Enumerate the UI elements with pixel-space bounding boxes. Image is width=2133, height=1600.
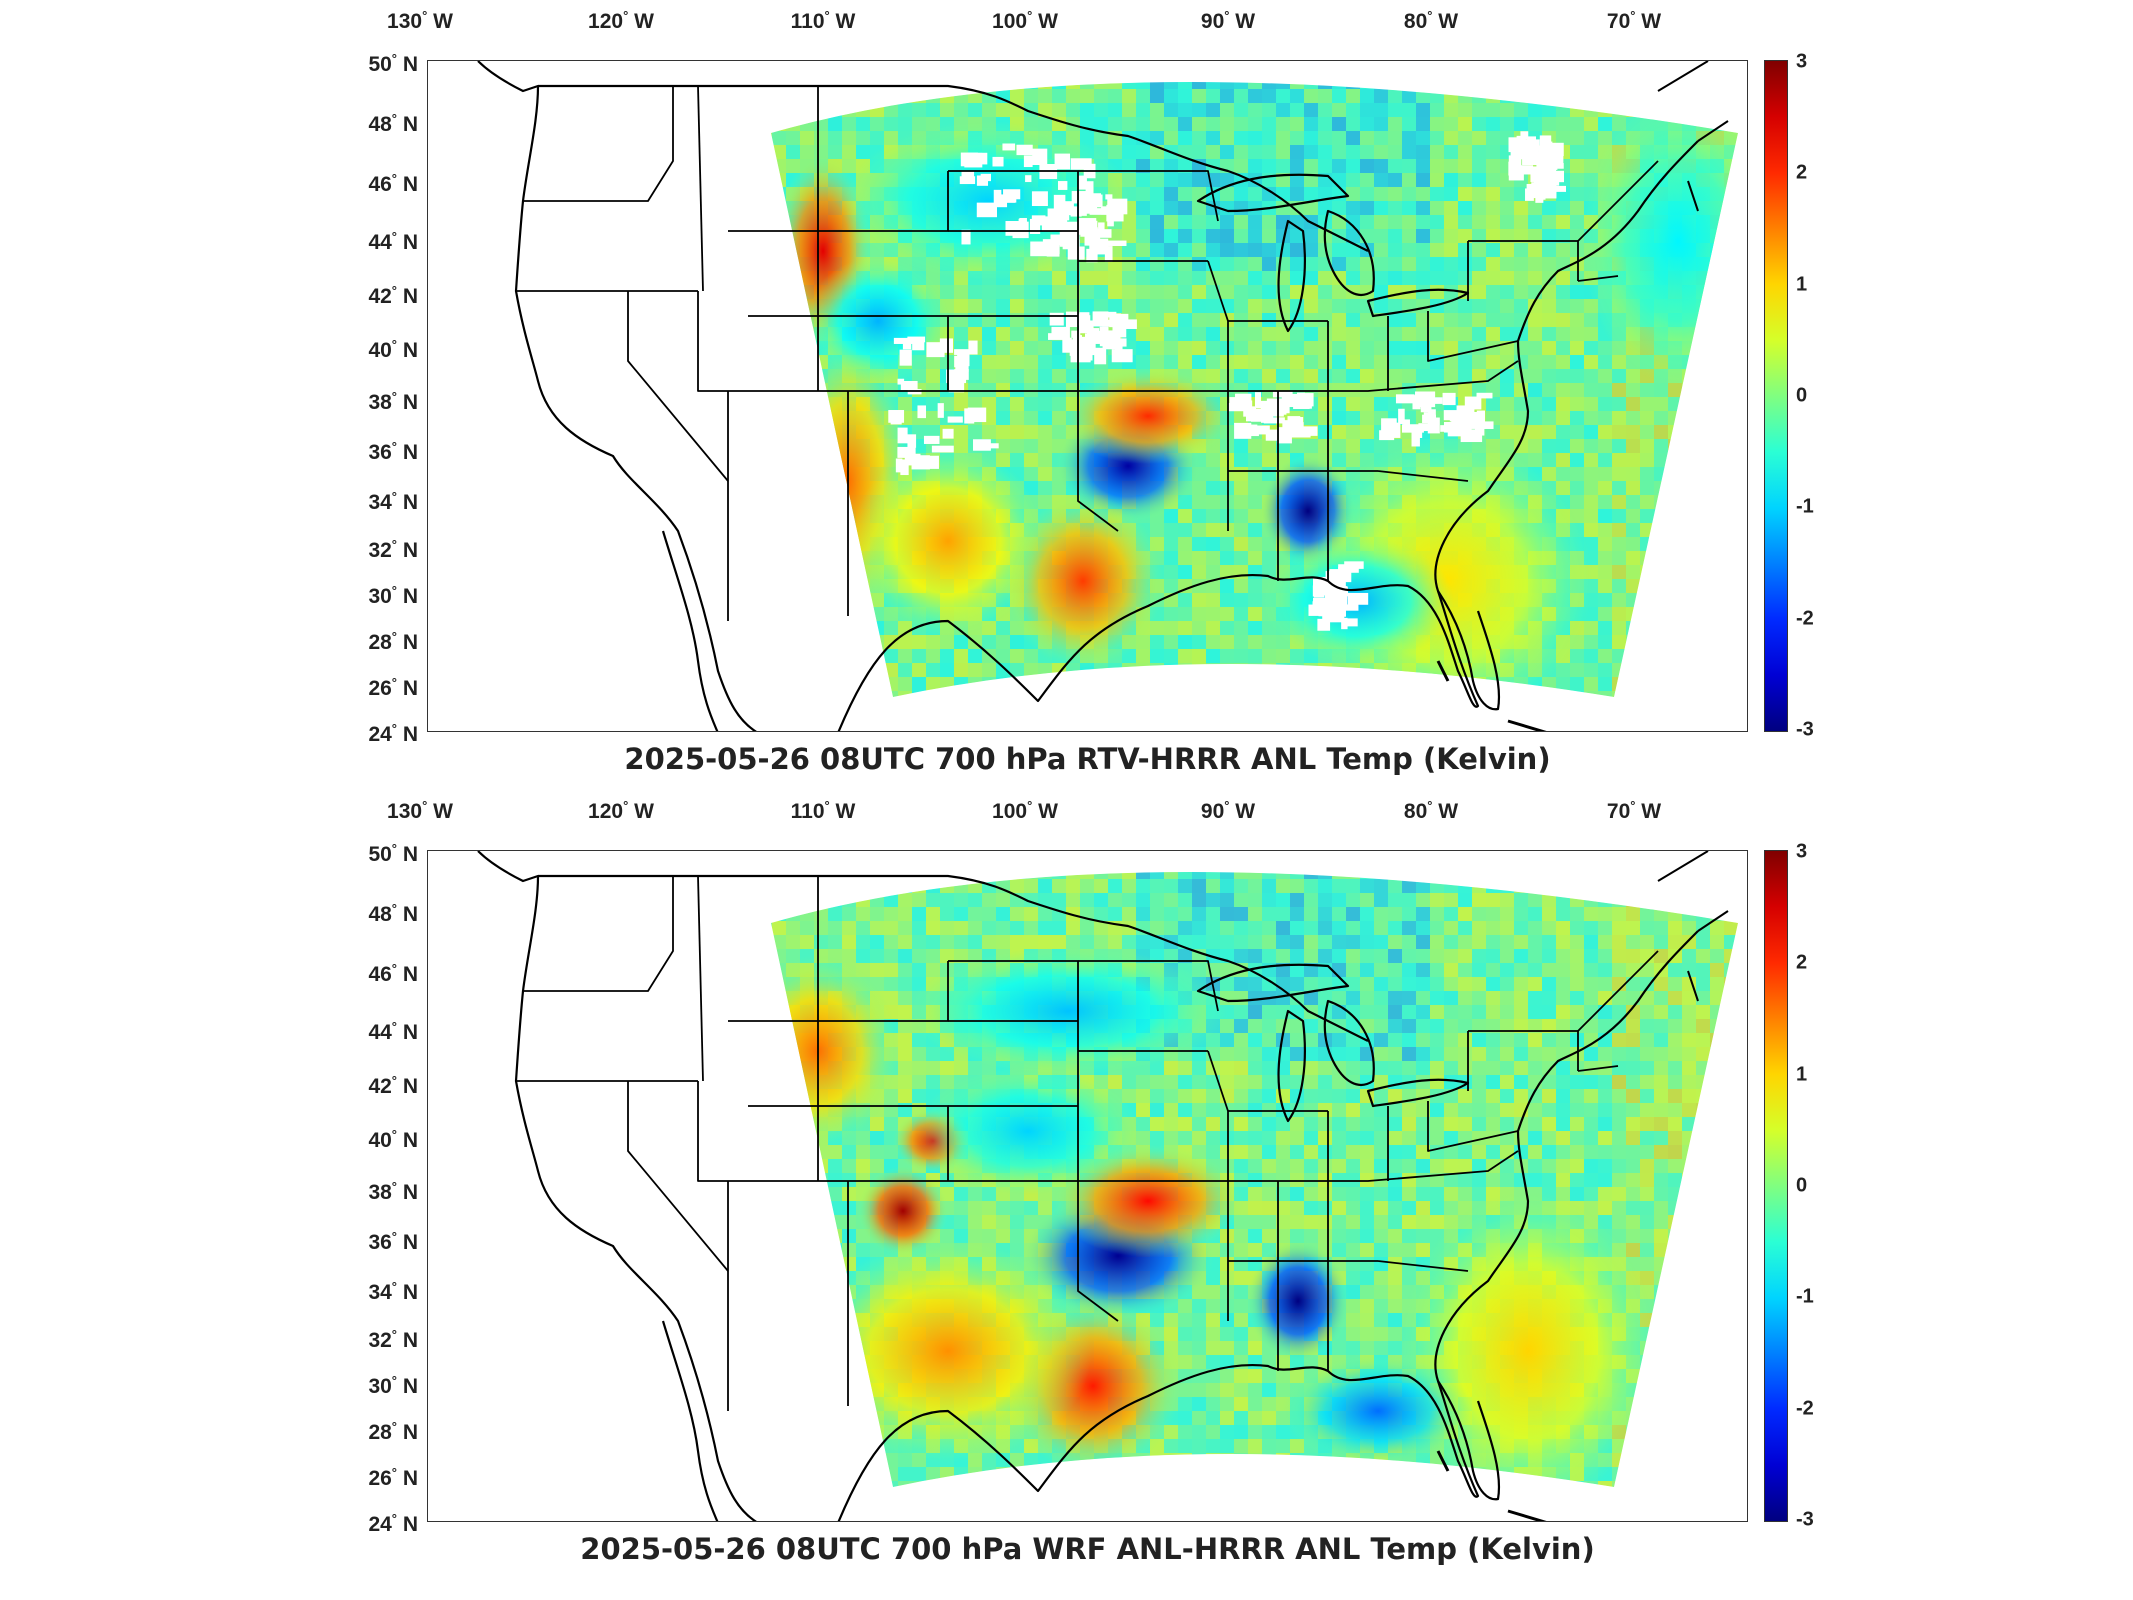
longitude-label: 80° W xyxy=(1403,798,1459,823)
latitude-label: 30° N xyxy=(368,583,418,608)
colorbar-tick-label: 0 xyxy=(1796,384,1808,407)
colorbar-tick-label: -2 xyxy=(1796,607,1814,630)
colorbar-tick-label: -3 xyxy=(1796,718,1814,741)
colorbar-tick-label: 2 xyxy=(1796,161,1808,184)
latitude-label: 38° N xyxy=(368,1179,418,1204)
longitude-label: 70° W xyxy=(1606,8,1662,33)
latitude-label: 42° N xyxy=(368,283,418,308)
latitude-label: 28° N xyxy=(368,1419,418,1444)
colorbar xyxy=(1764,850,1788,1522)
colorbar-tick-label: 0 xyxy=(1796,1174,1808,1197)
latitude-label: 32° N xyxy=(368,537,418,562)
latitude-label: 34° N xyxy=(368,1279,418,1304)
longitude-label: 80° W xyxy=(1403,8,1459,33)
latitude-label: 28° N xyxy=(368,629,418,654)
longitude-label: 100° W xyxy=(992,798,1058,823)
map-panel-rtv: 130° W 120° W 110° W 100° W 90° W 80° W 70° W … xyxy=(0,0,2133,790)
longitude-label: 110° W xyxy=(790,798,856,823)
temperature-anomaly-field xyxy=(771,82,1738,697)
colorbar-tick-label: 3 xyxy=(1796,840,1808,863)
map-plot-area[interactable] xyxy=(427,60,1748,732)
latitude-label: 24° N xyxy=(368,721,418,746)
colorbar-tick-label: -3 xyxy=(1796,1508,1814,1531)
map-plot-area[interactable] xyxy=(427,850,1748,1522)
latitude-label: 46° N xyxy=(368,961,418,986)
latitude-label: 46° N xyxy=(368,171,418,196)
longitude-label: 90° W xyxy=(1200,8,1256,33)
colorbar-tick-label: 1 xyxy=(1796,273,1808,296)
temperature-field-map xyxy=(477,61,1738,731)
colorbar-tick-label: -1 xyxy=(1796,1285,1814,1308)
longitude-label: 70° W xyxy=(1606,798,1662,823)
latitude-label: 32° N xyxy=(368,1327,418,1352)
latitude-label: 24° N xyxy=(368,1511,418,1536)
map-panel-wrf: 130° W 120° W 110° W 100° W 90° W 80° W 70° W … xyxy=(0,790,2133,1580)
latitude-label: 40° N xyxy=(368,337,418,362)
latitude-label: 50° N xyxy=(368,51,418,76)
latitude-label: 30° N xyxy=(368,1373,418,1398)
temperature-field-map xyxy=(477,851,1738,1521)
latitude-label: 34° N xyxy=(368,489,418,514)
colorbar xyxy=(1764,60,1788,732)
temperature-anomaly-field xyxy=(771,872,1738,1487)
plot-title: 2025-05-26 08UTC 700 hPa RTV-HRRR ANL Te… xyxy=(624,742,1551,776)
longitude-label: 130° W xyxy=(387,798,453,823)
state-boundaries xyxy=(477,61,1729,731)
longitude-label: 120° W xyxy=(588,8,654,33)
latitude-label: 50° N xyxy=(368,841,418,866)
latitude-label: 48° N xyxy=(368,901,418,926)
colorbar-tick-label: 3 xyxy=(1796,50,1808,73)
colorbar-tick-label: -1 xyxy=(1796,495,1814,518)
colorbar-tick-label: 1 xyxy=(1796,1063,1808,1086)
longitude-label: 130° W xyxy=(387,8,453,33)
latitude-label: 26° N xyxy=(368,1465,418,1490)
latitude-label: 26° N xyxy=(368,675,418,700)
latitude-label: 42° N xyxy=(368,1073,418,1098)
latitude-label: 44° N xyxy=(368,229,418,254)
state-boundaries xyxy=(477,851,1729,1521)
longitude-label: 110° W xyxy=(790,8,856,33)
longitude-label: 100° W xyxy=(992,8,1058,33)
latitude-label: 48° N xyxy=(368,111,418,136)
latitude-label: 38° N xyxy=(368,389,418,414)
colorbar-tick-label: 2 xyxy=(1796,951,1808,974)
latitude-label: 44° N xyxy=(368,1019,418,1044)
longitude-label: 120° W xyxy=(588,798,654,823)
longitude-label: 90° W xyxy=(1200,798,1256,823)
latitude-label: 36° N xyxy=(368,1229,418,1254)
colorbar-tick-label: -2 xyxy=(1796,1397,1814,1420)
latitude-label: 36° N xyxy=(368,439,418,464)
plot-title: 2025-05-26 08UTC 700 hPa WRF ANL-HRRR AN… xyxy=(580,1532,1595,1566)
latitude-label: 40° N xyxy=(368,1127,418,1152)
